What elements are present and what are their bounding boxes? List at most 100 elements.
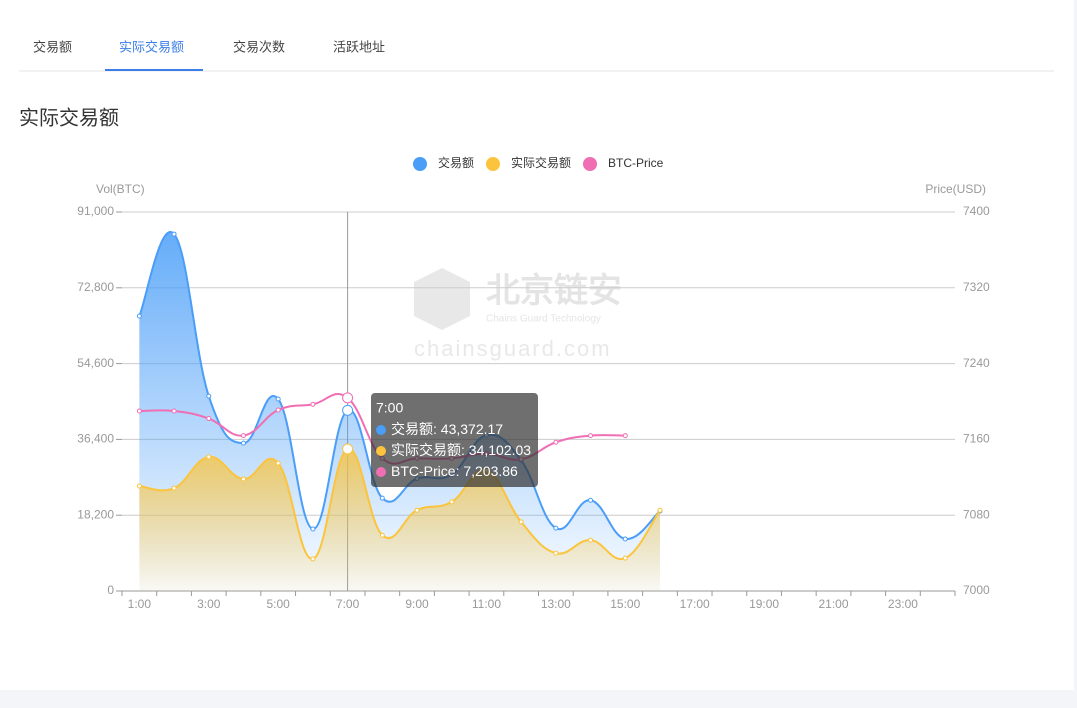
tooltip-name: 交易额 [391, 421, 433, 437]
point [310, 526, 316, 532]
tooltip-value: 43,372.17 [441, 421, 503, 437]
point [622, 433, 628, 439]
point [414, 507, 420, 513]
x-tick-label: 7:00 [336, 597, 360, 611]
point [275, 460, 281, 466]
tab[interactable]: 实际交易额 [119, 39, 184, 54]
point [310, 556, 316, 562]
x-tick-label: 17:00 [680, 597, 710, 611]
point [342, 404, 354, 416]
tooltip-value: 34,102.03 [469, 442, 531, 458]
y-tick-label: 36,400 [77, 432, 114, 446]
point [275, 396, 281, 402]
point [342, 443, 354, 455]
area [139, 448, 660, 591]
point [553, 525, 559, 531]
watermark: 北京链安 Chains Guard Technology chainsguard… [414, 268, 622, 361]
tooltip-value: 7,203.86 [463, 463, 518, 479]
point [622, 555, 628, 561]
y2-tick-label: 7400 [963, 204, 990, 218]
tab[interactable]: 交易额 [33, 39, 72, 54]
point [171, 231, 177, 237]
x-tick-label: 11:00 [472, 597, 501, 611]
watermark-name: 北京链安 [486, 272, 622, 310]
point [136, 483, 142, 489]
watermark-logo [414, 268, 470, 330]
point [553, 439, 559, 445]
tab[interactable]: 交易次数 [233, 39, 285, 54]
point [379, 495, 385, 501]
y2-tick-label: 7240 [963, 356, 990, 370]
point [240, 440, 246, 446]
y-tick-label: 0 [107, 583, 114, 597]
tooltip-sep: : [456, 463, 464, 479]
point [275, 407, 281, 413]
tooltip-marker [376, 425, 386, 435]
y-tick-label: 91,000 [77, 204, 114, 218]
tooltip-box [371, 393, 538, 487]
tooltip-item: 交易额: 43,372.17 [391, 421, 503, 437]
point [240, 476, 246, 482]
point [588, 537, 594, 543]
x-tick-label: 1:00 [128, 597, 152, 611]
point [588, 497, 594, 503]
legend-marker [486, 157, 500, 171]
x-tick-label: 5:00 [267, 597, 291, 611]
point [310, 401, 316, 407]
heading: 实际交易额 [19, 106, 119, 129]
point [171, 408, 177, 414]
point [136, 408, 142, 414]
point [588, 433, 594, 439]
legend-label: 实际交易额 [511, 155, 571, 170]
tooltip-marker [376, 467, 386, 477]
x-tick-label: 15:00 [610, 597, 640, 611]
y2-tick-label: 7320 [963, 280, 990, 294]
watermark-subtitle: Chains Guard Technology [486, 314, 601, 325]
tab-underline [105, 69, 203, 71]
watermark-site: chainsguard.com [414, 336, 612, 361]
point [657, 507, 663, 513]
x-tick-label: 23:00 [888, 597, 918, 611]
point [379, 532, 385, 538]
point [206, 416, 212, 422]
point [622, 536, 628, 542]
point [136, 313, 142, 319]
point [342, 392, 354, 404]
point [171, 485, 177, 491]
x-tick-label: 19:00 [749, 597, 779, 611]
tooltip: 7:00 交易额: 43,372.17 实际交易额: 34,102.03 BTC-Pr… [371, 393, 538, 487]
tab[interactable]: 活跃地址 [333, 39, 385, 54]
x-tick-label: 9:00 [405, 597, 429, 611]
y2-axis-label: Price(USD) [925, 182, 986, 196]
legend-marker [413, 157, 427, 171]
tooltip-name: BTC-Price [391, 463, 456, 479]
x-tick-label: 13:00 [541, 597, 571, 611]
tooltip-sep: : [433, 421, 441, 437]
y2-tick-label: 7000 [963, 583, 990, 597]
legend-label: 交易额 [438, 155, 474, 170]
tooltip-item: BTC-Price: 7,203.86 [391, 463, 518, 479]
tooltip-marker [376, 446, 386, 456]
point [206, 393, 212, 399]
x-tick-label: 21:00 [819, 597, 849, 611]
y-tick-label: 72,800 [77, 280, 114, 294]
tooltip-name: 实际交易额 [391, 442, 461, 458]
legend-label: BTC-Price [608, 156, 664, 170]
legend-marker [583, 157, 597, 171]
y2-tick-label: 7080 [963, 507, 990, 521]
tooltip-item: 实际交易额: 34,102.03 [391, 442, 531, 458]
point [240, 433, 246, 439]
tooltip-title: 7:00 [376, 400, 403, 416]
point [518, 519, 524, 525]
tooltip-sep: : [461, 442, 469, 458]
y-tick-label: 18,200 [77, 507, 114, 521]
x-tick-label: 3:00 [197, 597, 221, 611]
y2-tick-label: 7160 [963, 432, 990, 446]
point [553, 550, 559, 556]
y-axis-label: Vol(BTC) [96, 182, 145, 196]
y-tick-label: 54,600 [77, 356, 114, 370]
point [449, 499, 455, 505]
point [206, 454, 212, 460]
